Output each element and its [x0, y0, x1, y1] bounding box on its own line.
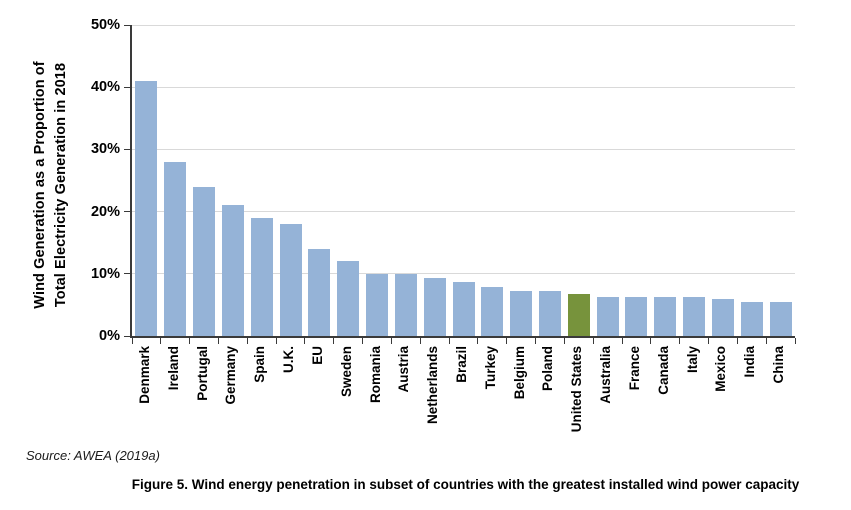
y-tick-label: 40% [90, 79, 120, 96]
x-axis-tick [189, 338, 191, 344]
bar-austria [394, 273, 417, 336]
y-tick-label: 10% [90, 265, 120, 282]
y-axis-tick [124, 335, 130, 337]
x-tick-label-france: France [626, 346, 642, 391]
x-tick-label-ireland: Ireland [165, 346, 181, 391]
y-axis-title-line1: Wind Generation as a Proportion of [32, 61, 48, 309]
gridline-20 [132, 211, 795, 213]
x-axis-tick [333, 338, 335, 344]
x-tick-label-poland: Poland [540, 346, 556, 392]
x-tick-label-netherlands: Netherlands [425, 346, 441, 425]
x-axis-tick [448, 338, 450, 344]
gridline-30 [132, 148, 795, 150]
bar-portugal [193, 186, 216, 336]
y-axis-title: Wind Generation as a Proportion of Total… [30, 15, 72, 355]
x-tick-label-china: China [771, 346, 787, 384]
x-tick-label-brazil: Brazil [454, 346, 469, 383]
x-tick-label-sweden: Sweden [338, 346, 354, 398]
bar-u-k- [279, 224, 302, 336]
bar-canada [654, 297, 677, 336]
x-axis-tick [708, 338, 710, 344]
bar-turkey [481, 286, 504, 336]
gridline-10 [132, 273, 795, 275]
x-axis-tick [217, 338, 219, 344]
bar-sweden [337, 261, 360, 336]
y-tick-label: 50% [90, 17, 120, 33]
bar-mexico [711, 298, 734, 336]
x-tick-label-eu: EU [309, 346, 325, 365]
y-tick-label: 20% [90, 203, 120, 220]
figure-caption: Figure 5. Wind energy penetration in sub… [131, 477, 800, 492]
x-axis-tick [765, 338, 767, 344]
gridline-40 [132, 86, 795, 88]
y-axis-tick [124, 148, 130, 150]
x-tick-label-germany: Germany [223, 346, 239, 405]
y-axis-tick [124, 86, 130, 88]
bar-netherlands [423, 278, 446, 336]
x-tick-label-canada: Canada [655, 346, 671, 395]
x-tick-label-denmark: Denmark [136, 346, 152, 404]
y-axis-tick [124, 24, 130, 26]
y-axis-title-line2: Total Electricity Generation in 2018 [53, 62, 69, 308]
x-tick-label-portugal: Portugal [194, 346, 210, 401]
x-tick-label-mexico: Mexico [713, 346, 729, 392]
x-axis-tick [736, 338, 738, 344]
bar-romania [366, 273, 389, 336]
x-tick-label-belgium: Belgium [511, 346, 527, 400]
bar-australia [596, 296, 619, 336]
x-tick-label-u-k-: U.K. [281, 346, 297, 373]
x-axis-tick [563, 338, 565, 344]
y-tick-label: 30% [90, 141, 120, 158]
x-axis-tick [650, 338, 652, 344]
x-axis-tick [362, 338, 364, 344]
x-axis-tick [621, 338, 623, 344]
x-tick-label-romania: Romania [367, 346, 383, 404]
x-tick-label-italy: Italy [684, 346, 700, 374]
plot-area [124, 24, 796, 344]
x-axis-tick [419, 338, 421, 344]
bar-spain [250, 217, 273, 336]
bar-brazil [452, 281, 475, 336]
gridline-50 [132, 24, 795, 26]
bar-eu [308, 248, 331, 336]
x-axis-tick [506, 338, 508, 344]
x-axis-tick [304, 338, 306, 344]
y-axis-tick [124, 273, 130, 275]
bar-italy [683, 297, 706, 336]
x-axis-tick [592, 338, 594, 344]
bar-belgium [510, 290, 533, 336]
x-axis-tick [275, 338, 277, 344]
x-axis-tick [160, 338, 162, 344]
y-axis-tick [124, 211, 130, 213]
bar-germany [221, 205, 244, 336]
x-tick-label-australia: Australia [598, 346, 614, 404]
source-note: Source: AWEA (2019a) [26, 448, 160, 463]
x-tick-label-austria: Austria [396, 346, 412, 393]
x-tick-label-spain: Spain [252, 346, 268, 383]
x-tick-label-turkey: Turkey [482, 346, 498, 390]
x-axis-tick [131, 338, 133, 344]
x-axis-tick [390, 338, 392, 344]
bar-denmark [135, 80, 158, 336]
bar-ireland [164, 161, 187, 336]
bar-poland [538, 290, 561, 336]
bar-china [769, 301, 792, 336]
y-tick-label: 0% [99, 328, 120, 344]
bar-united-states [567, 294, 590, 336]
bar-india [740, 301, 763, 336]
x-axis-tick [246, 338, 248, 344]
x-axis-tick [794, 338, 796, 344]
x-axis-tick [679, 338, 681, 344]
x-axis-tick [535, 338, 537, 344]
bar-france [625, 297, 648, 336]
x-tick-label-india: India [742, 346, 758, 378]
x-tick-label-united-states: United States [569, 346, 585, 433]
x-axis-tick [477, 338, 479, 344]
